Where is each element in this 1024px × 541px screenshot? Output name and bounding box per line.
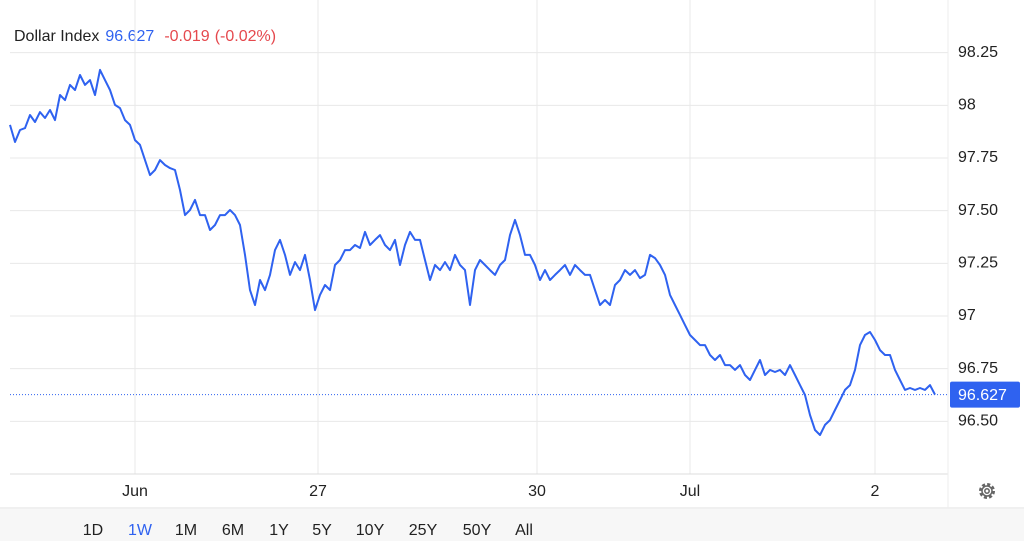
header: Dollar Index 96.627 -0.019 (-0.02%) bbox=[14, 28, 276, 45]
price-tag-label: 96.627 bbox=[958, 387, 1007, 404]
y-tick-label: 96.75 bbox=[958, 360, 998, 377]
range-bar bbox=[0, 509, 1024, 541]
y-tick-label: 98 bbox=[958, 97, 976, 114]
settings-icon[interactable] bbox=[979, 483, 995, 499]
x-tick-label: 2 bbox=[871, 483, 880, 500]
range-button[interactable]: 1W bbox=[128, 522, 153, 539]
y-tick-label: 97.75 bbox=[958, 149, 998, 166]
range-button[interactable]: 1D bbox=[83, 522, 103, 539]
x-tick-label: 30 bbox=[528, 483, 546, 500]
range-button[interactable]: 5Y bbox=[312, 522, 332, 539]
price-line bbox=[9, 68, 936, 436]
range-button[interactable]: All bbox=[515, 522, 533, 539]
change-percent: (-0.02%) bbox=[215, 28, 276, 45]
title: Dollar Index bbox=[14, 28, 99, 45]
price-tag bbox=[950, 381, 1020, 408]
y-tick-label: 97.50 bbox=[958, 202, 998, 219]
x-tick-label: Jul bbox=[680, 483, 700, 500]
range-button[interactable]: 50Y bbox=[463, 522, 492, 539]
y-tick-label: 96.50 bbox=[958, 413, 998, 430]
change: -0.019 bbox=[164, 28, 209, 45]
range-button[interactable]: 10Y bbox=[356, 522, 385, 539]
x-tick-label: 27 bbox=[309, 483, 327, 500]
y-tick-label: 98.25 bbox=[958, 44, 998, 61]
price: 96.627 bbox=[105, 28, 154, 45]
range-button[interactable]: 6M bbox=[222, 522, 244, 539]
y-tick-label: 97.25 bbox=[958, 255, 998, 272]
range-button[interactable]: 1Y bbox=[269, 522, 289, 539]
x-tick-label: Jun bbox=[122, 483, 148, 500]
range-button[interactable]: 1M bbox=[175, 522, 197, 539]
y-tick-label: 97 bbox=[958, 307, 976, 324]
range-button[interactable]: 25Y bbox=[409, 522, 438, 539]
